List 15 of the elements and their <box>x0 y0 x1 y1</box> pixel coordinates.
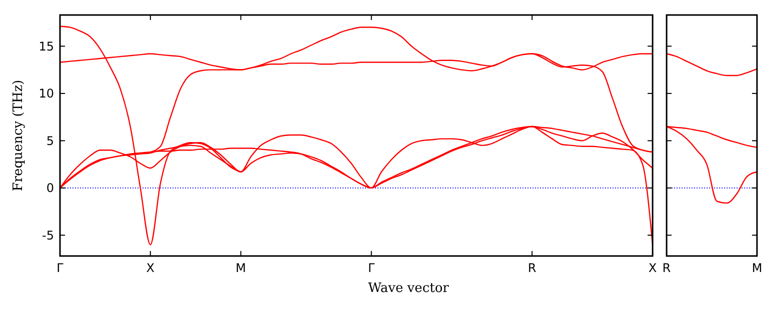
y-axis-title: Frequency (THz) <box>11 80 26 192</box>
x-tick-label: Γ <box>56 261 64 275</box>
y-tick-label: -5 <box>42 228 54 242</box>
x-tick-label: X <box>146 261 155 275</box>
x-tick-label: R <box>528 261 536 275</box>
y-tick-label: 10 <box>38 86 54 101</box>
x-tick-label: M <box>752 261 762 275</box>
x-tick-label: R <box>662 261 671 275</box>
x-tick-label: Γ <box>368 261 376 275</box>
x-tick-label: X <box>648 261 657 275</box>
y-tick-label: 15 <box>38 39 54 54</box>
x-axis-title: Wave vector <box>368 281 450 296</box>
y-tick-label: 0 <box>46 181 54 196</box>
x-tick-label: M <box>236 261 246 275</box>
y-tick-label: 5 <box>46 134 54 148</box>
